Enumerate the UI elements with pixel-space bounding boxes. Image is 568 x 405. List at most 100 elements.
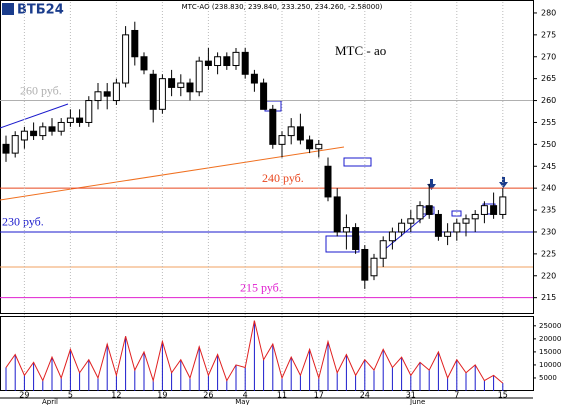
- candle-body: [76, 117, 84, 123]
- candle-body: [425, 205, 433, 215]
- candle-body: [462, 218, 470, 224]
- y-tick-label: 225: [541, 249, 556, 258]
- y-tick-label: 25000: [539, 322, 561, 330]
- candle-body: [149, 73, 157, 110]
- candle-body: [342, 227, 350, 233]
- month-label: May: [235, 398, 249, 405]
- volume-line: [5, 320, 504, 384]
- candle-body: [379, 240, 387, 259]
- x-tick-label: 5: [68, 391, 73, 400]
- y-tick-label: 5000: [539, 374, 557, 382]
- price-frame: [0, 0, 534, 314]
- x-tick-label: 31: [406, 391, 416, 400]
- candle-body: [214, 56, 222, 67]
- annotation: МТС - ао: [335, 43, 386, 58]
- y-tick-label: 20000: [539, 335, 561, 343]
- candle-body: [48, 126, 56, 132]
- candle-body: [223, 56, 231, 67]
- candle-body: [480, 205, 488, 215]
- candle-body: [57, 121, 65, 132]
- candle-body: [361, 248, 369, 281]
- y-tick-label: 230: [541, 227, 556, 236]
- candle-body: [287, 126, 295, 137]
- logo: ВТБ24: [2, 3, 64, 18]
- candle-body: [352, 227, 360, 250]
- x-tick-label: 24: [360, 391, 370, 400]
- trend-line: [0, 103, 69, 129]
- candle-body: [490, 205, 498, 215]
- arrows: [427, 177, 508, 190]
- candle-body: [195, 60, 203, 93]
- candle-body: [186, 82, 194, 93]
- candle-body: [333, 196, 341, 233]
- y-tick-label: 260: [541, 96, 556, 105]
- month-label: June: [409, 398, 425, 405]
- candle-body: [499, 196, 507, 215]
- candle-body: [250, 73, 258, 84]
- level-label: 215 руб.: [240, 280, 282, 294]
- candle-body: [168, 78, 176, 88]
- candle-body: [112, 82, 120, 102]
- candle-body: [177, 82, 185, 88]
- x-tick-label: 15: [498, 391, 508, 400]
- candle-body: [407, 218, 415, 224]
- candle-body: [453, 222, 461, 233]
- trend-line: [0, 146, 345, 201]
- brand: ВТБ24: [17, 3, 64, 18]
- candle-body: [398, 222, 406, 233]
- candle-body: [11, 135, 19, 154]
- candle-body: [232, 51, 240, 67]
- candle-body: [306, 139, 314, 150]
- level-label: 240 руб.: [262, 171, 304, 185]
- candle-body: [416, 205, 424, 220]
- x-tick-label: 19: [157, 391, 167, 400]
- x-tick-label: 7: [454, 391, 459, 400]
- candle-body: [39, 126, 47, 137]
- candle-body: [131, 29, 139, 58]
- candle-body: [30, 130, 38, 137]
- y-tick-label: 270: [541, 52, 556, 61]
- candle-body: [158, 78, 166, 110]
- y-tick-label: 10000: [539, 361, 561, 369]
- candle-body: [140, 56, 148, 71]
- chart-title: МТС-АО (238.830, 239.840, 233.250, 234.2…: [182, 3, 383, 11]
- x-tick-label: 17: [314, 391, 324, 400]
- candle-body: [269, 108, 277, 145]
- x-tick-label: 4: [243, 391, 248, 400]
- candle-body: [444, 231, 452, 237]
- candle-body: [315, 143, 323, 150]
- candle-body: [434, 213, 442, 237]
- y-tick-label: 240: [541, 184, 556, 193]
- candle-body: [324, 165, 332, 198]
- candle-body: [94, 91, 102, 102]
- candle-body: [296, 126, 304, 141]
- x-tick-label: 12: [111, 391, 121, 400]
- candle-body: [66, 117, 74, 123]
- y-tick-label: 245: [541, 162, 556, 171]
- y-tick-label: 265: [541, 74, 556, 83]
- x-tick-label: 11: [277, 391, 287, 400]
- y-tick-label: 275: [541, 30, 556, 39]
- y-tick-label: 280: [541, 8, 556, 17]
- candle-body: [388, 231, 396, 242]
- candle-body: [103, 91, 111, 97]
- y-tick-label: 235: [541, 206, 556, 215]
- candle-body: [278, 135, 286, 145]
- month-label: April: [42, 398, 58, 405]
- candle-body: [260, 82, 268, 110]
- x-tick-label: 29: [19, 391, 29, 400]
- level-label: 230 руб.: [2, 215, 44, 229]
- candle-body: [122, 34, 130, 84]
- level-label: 260 руб.: [20, 83, 62, 97]
- candle-body: [241, 51, 249, 75]
- candle-body: [471, 213, 479, 220]
- candle-body: [20, 130, 28, 141]
- y-tick-label: 250: [541, 140, 556, 149]
- candle-body: [2, 143, 10, 154]
- y-tick-label: 220: [541, 271, 556, 280]
- y-tick-label: 255: [541, 118, 556, 127]
- y-tick-label: 15000: [539, 348, 561, 356]
- volume-frame: [0, 316, 534, 391]
